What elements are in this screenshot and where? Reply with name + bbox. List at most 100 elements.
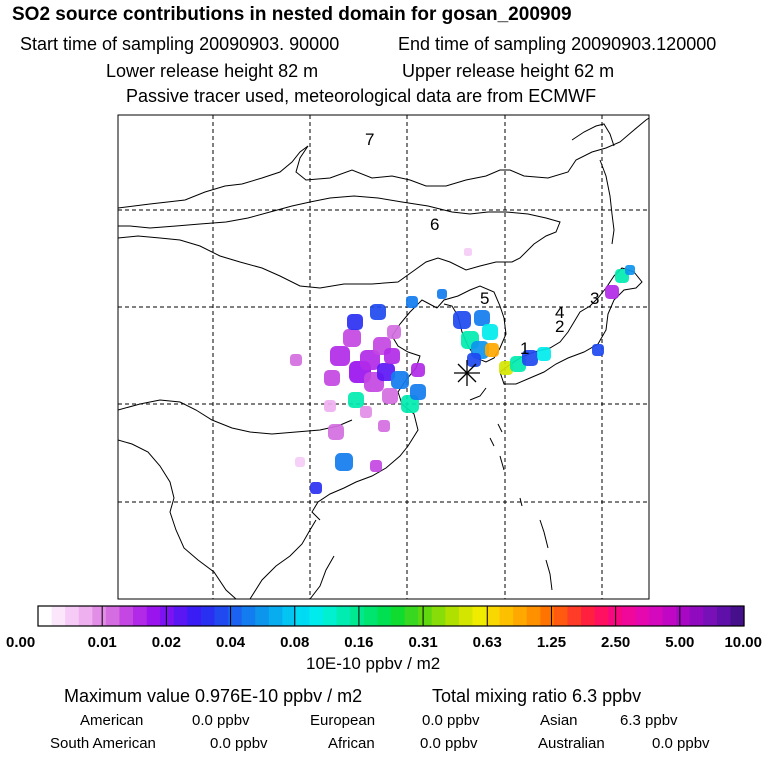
american-label: American — [80, 712, 144, 729]
plume-cell — [347, 314, 363, 330]
colorbar-cell — [295, 606, 311, 626]
plume-cell — [360, 406, 372, 418]
plume-cell — [310, 482, 322, 494]
colorbar-tick-label: 0.08 — [280, 634, 309, 651]
plume-cell — [382, 388, 398, 404]
plume-cell — [605, 285, 619, 299]
colorbar-cell — [363, 606, 379, 626]
colorbar-tick-label: 0.02 — [152, 634, 181, 651]
colorbar-cell — [581, 606, 596, 626]
european-value: 0.0 ppbv — [422, 712, 480, 729]
colorbar-cell — [350, 606, 365, 626]
colorbar-cell — [526, 606, 541, 626]
region-label-2: 2 — [555, 317, 564, 336]
plume-cell — [384, 348, 400, 364]
colorbar-cell — [689, 606, 704, 626]
colorbar-cell — [730, 606, 745, 626]
plume-cell — [522, 350, 538, 366]
colorbar-cell — [445, 606, 460, 626]
plume-cell — [410, 384, 426, 400]
plume-cell — [464, 248, 472, 256]
map-content — [118, 115, 649, 599]
australian-label: Australian — [538, 735, 605, 752]
upper-release-label: Upper release height 62 m — [402, 61, 615, 81]
plume-cell — [406, 296, 418, 308]
plume-cell — [324, 370, 340, 386]
colorbar-ticks — [101, 606, 681, 626]
colorbar-cell — [282, 606, 297, 626]
south-american-label: South American — [50, 735, 156, 752]
colorbar-cell — [92, 606, 107, 626]
asian-value: 6.3 ppbv — [620, 712, 678, 729]
colorbar-cell — [336, 606, 351, 626]
colorbar-cell — [377, 606, 392, 626]
plume-cell — [499, 361, 513, 375]
colorbar-cells — [38, 606, 745, 626]
colorbar-cell — [268, 606, 283, 626]
colorbar-cell — [458, 606, 474, 626]
american-value: 0.0 ppbv — [192, 712, 250, 729]
asian-label: Asian — [540, 712, 578, 729]
plume-cell — [537, 347, 551, 361]
plume-cell — [485, 343, 499, 357]
colorbar-cell — [323, 606, 338, 626]
colorbar-cell — [51, 606, 66, 626]
plume-cell — [328, 424, 344, 440]
colorbar-cell — [594, 606, 609, 626]
colorbar-cell — [513, 606, 528, 626]
region-label-3: 3 — [590, 289, 599, 308]
total-mixing-ratio: Total mixing ratio 6.3 ppbv — [432, 686, 642, 706]
colorbar-tick-label: 0.01 — [88, 634, 117, 651]
colorbar-cell — [160, 606, 175, 626]
plume-cell — [391, 371, 409, 389]
plume-cell — [324, 400, 336, 412]
colorbar-cell — [676, 606, 691, 626]
colorbar-cell — [404, 606, 419, 626]
plume-cell — [377, 363, 395, 381]
plume-cell — [474, 310, 490, 326]
colorbar-cell — [105, 606, 121, 626]
colorbar-cell — [228, 606, 243, 626]
colorbar-cell — [146, 606, 161, 626]
colorbar-cell — [540, 606, 555, 626]
grid-lines — [118, 115, 649, 599]
colorbar-cell — [65, 606, 80, 626]
colorbar-cell — [418, 606, 433, 626]
colorbar-tick-label: 5.00 — [665, 634, 694, 651]
colorbar-tick-label: 0.31 — [408, 634, 437, 651]
end-time-label: End time of sampling 20090903.120000 — [398, 34, 717, 54]
colorbar-tick-label: 0.63 — [473, 634, 502, 651]
colorbar-cell — [648, 606, 664, 626]
map-frame — [117, 114, 650, 600]
start-time-label: Start time of sampling 20090903. 90000 — [20, 34, 340, 54]
colorbar-cell — [78, 606, 93, 626]
colorbar: 0.00 0.01 0.02 0.04 0.08 0.16 0.31 0.63 1.25 2.50… — [6, 605, 762, 651]
colorbar-tick-label: 2.50 — [601, 634, 630, 651]
figure-title: SO2 source contributions in nested domai… — [12, 4, 572, 25]
colorbar-cell — [241, 606, 256, 626]
colorbar-cell — [662, 606, 677, 626]
colorbar-cell — [309, 606, 324, 626]
colorbar-cell — [391, 606, 406, 626]
colorbar-tick-label: 0.04 — [216, 634, 246, 651]
plume-cell — [295, 457, 305, 467]
african-label: African — [328, 735, 375, 752]
region-label-4: 4 — [555, 303, 564, 322]
plume-cell — [343, 329, 361, 347]
maximum-value: Maximum value 0.976E-10 ppbv / m2 — [64, 686, 363, 706]
colorbar-tick-label: 0.00 — [6, 634, 35, 651]
colorbar-cell — [173, 606, 188, 626]
plume-cell — [625, 265, 635, 275]
colorbar-cell — [214, 606, 229, 626]
plume-cell — [378, 420, 390, 432]
colorbar-cell — [119, 606, 134, 626]
colorbar-cell — [499, 606, 514, 626]
colorbar-cell — [567, 606, 582, 626]
plume-cell — [482, 324, 498, 340]
colorbar-cell — [621, 606, 636, 626]
colorbar-cell — [431, 606, 446, 626]
african-value: 0.0 ppbv — [420, 735, 478, 752]
plume-cell — [437, 289, 447, 299]
concentration-plume — [290, 248, 635, 494]
